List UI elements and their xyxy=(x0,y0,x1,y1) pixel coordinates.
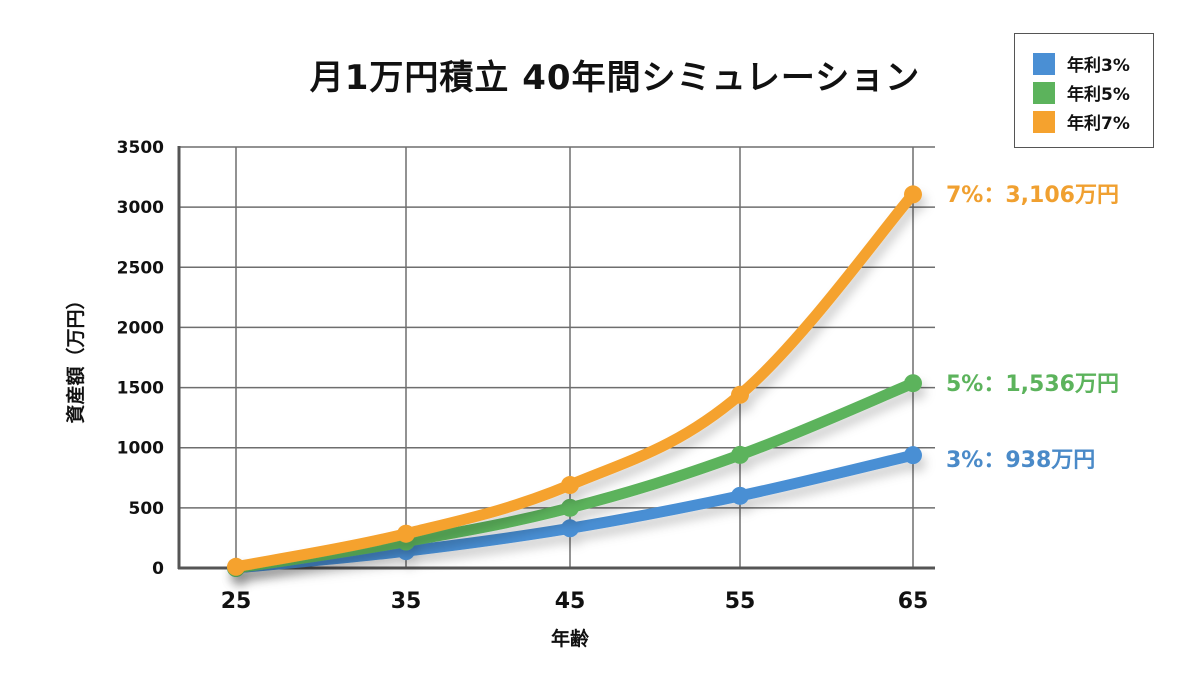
y-tick-label: 2500 xyxy=(117,258,164,278)
y-tick-label: 3500 xyxy=(117,138,164,158)
legend-swatch xyxy=(1033,81,1055,104)
end-value-label: 3%：938万円 xyxy=(946,448,1095,473)
data-point xyxy=(561,519,579,538)
data-point xyxy=(227,557,245,576)
y-tick-label: 500 xyxy=(129,499,165,519)
legend-swatch xyxy=(1033,110,1055,133)
legend-label: 年利7% xyxy=(1067,114,1130,134)
end-value-label: 5%：1,536万円 xyxy=(946,372,1119,397)
x-tick-label: 65 xyxy=(898,589,929,614)
data-point xyxy=(904,185,922,204)
data-point xyxy=(397,524,415,543)
legend-item: 年利5% xyxy=(1033,78,1153,107)
legend-swatch xyxy=(1033,52,1055,75)
gridlines xyxy=(179,146,935,568)
y-tick-label: 1500 xyxy=(117,379,164,399)
y-tick-label: 0 xyxy=(152,559,164,579)
data-point xyxy=(904,374,922,393)
y-tick-label: 1000 xyxy=(117,439,164,459)
legend-label: 年利3% xyxy=(1067,56,1130,76)
x-tick-label: 45 xyxy=(555,589,586,614)
data-point xyxy=(731,445,749,464)
x-tick-label: 25 xyxy=(221,589,252,614)
y-axis-label: 資産額（万円） xyxy=(64,290,87,423)
x-tick-label: 35 xyxy=(391,589,422,614)
legend-label: 年利5% xyxy=(1067,85,1130,105)
end-value-label: 7%：3,106万円 xyxy=(946,183,1119,208)
x-axis-label: 年齢 xyxy=(551,627,590,650)
data-point xyxy=(731,385,749,404)
legend-item: 年利7% xyxy=(1033,107,1153,136)
y-tick-label: 3000 xyxy=(117,198,164,218)
x-tick-label: 55 xyxy=(725,589,756,614)
data-point xyxy=(561,498,579,517)
legend: 年利3% 年利5% 年利7% xyxy=(1014,33,1154,148)
data-point xyxy=(561,476,579,495)
series-年利7% xyxy=(227,185,922,576)
chart-title: 月1万円積立 40年間シミュレーション xyxy=(0,50,1200,99)
y-tick-label: 2000 xyxy=(117,318,164,338)
data-point xyxy=(731,486,749,505)
chart-title-text: 月1万円積立 40年間シミュレーション xyxy=(309,58,921,98)
legend-item: 年利3% xyxy=(1033,49,1153,78)
data-point xyxy=(904,446,922,465)
